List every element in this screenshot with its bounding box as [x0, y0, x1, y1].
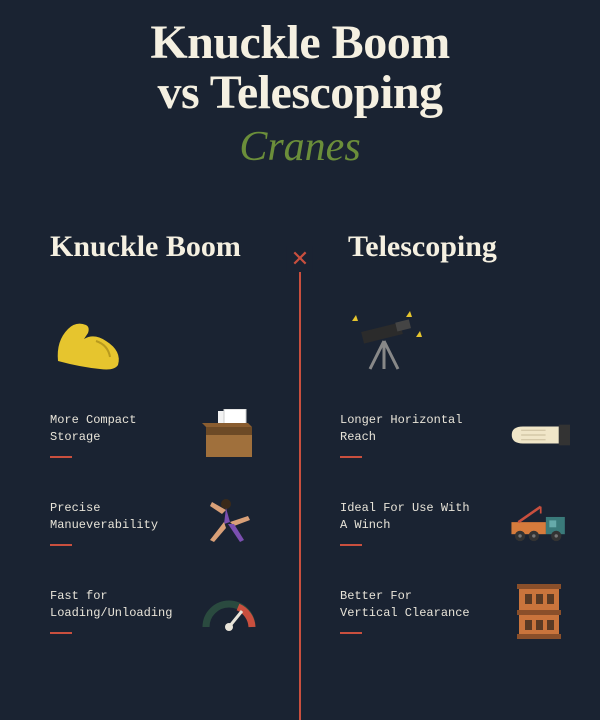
feature-row: Ideal For Use With A Winch: [340, 493, 570, 553]
left-heading: Knuckle Boom: [50, 231, 260, 299]
feature-row: More Compact Storage: [50, 405, 260, 465]
feature-text: Better For Vertical Clearance: [340, 588, 470, 622]
title-line1: Knuckle Boom: [0, 18, 600, 68]
feature-text: Fast for Loading/Unloading: [50, 588, 180, 622]
feature-text-block: Ideal For Use With A Winch: [340, 500, 470, 546]
crane-truck-icon: [508, 495, 570, 551]
dancer-icon: [198, 495, 260, 551]
feature-text: More Compact Storage: [50, 412, 180, 446]
feature-text: Longer Horizontal Reach: [340, 412, 470, 446]
feature-text-block: Precise Manueverability: [50, 500, 180, 546]
title-block: Knuckle Boom vs Telescoping Cranes: [0, 0, 600, 171]
file-box-icon: [198, 407, 260, 463]
feature-text: Precise Manueverability: [50, 500, 180, 534]
feature-text-block: More Compact Storage: [50, 412, 180, 458]
accent-dash: [340, 456, 362, 458]
divider-x-icon: ✕: [287, 246, 313, 272]
left-column: Knuckle Boom More Compact Storage: [0, 231, 300, 641]
feature-text: Ideal For Use With A Winch: [340, 500, 470, 534]
gauge-icon: [198, 583, 260, 639]
accent-dash: [340, 544, 362, 546]
feature-row: Precise Manueverability: [50, 493, 260, 553]
hand-icon: [508, 407, 570, 463]
accent-dash: [340, 632, 362, 634]
accent-dash: [50, 544, 72, 546]
right-heading: Telescoping: [340, 231, 570, 299]
feature-text-block: Better For Vertical Clearance: [340, 588, 470, 634]
feature-row: Fast for Loading/Unloading: [50, 581, 260, 641]
vertical-divider: [299, 260, 301, 720]
title-line2: vs Telescoping: [0, 68, 600, 118]
accent-dash: [50, 456, 72, 458]
accent-dash: [50, 632, 72, 634]
flexed-arm-icon: [50, 307, 260, 377]
title-sub: Cranes: [0, 123, 600, 171]
right-column: Telescoping Longer Horizontal Reach: [300, 231, 600, 641]
feature-row: Better For Vertical Clearance: [340, 581, 570, 641]
feature-text-block: Fast for Loading/Unloading: [50, 588, 180, 634]
feature-text-block: Longer Horizontal Reach: [340, 412, 470, 458]
building-icon: [508, 583, 570, 639]
feature-row: Longer Horizontal Reach: [340, 405, 570, 465]
telescope-icon: [340, 307, 570, 377]
